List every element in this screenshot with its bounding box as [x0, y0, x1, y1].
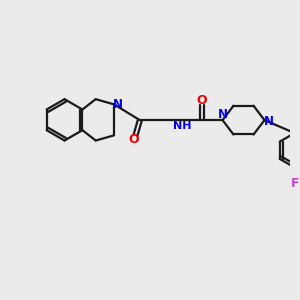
Text: F: F [290, 177, 299, 190]
Text: NH: NH [172, 122, 191, 131]
Text: N: N [263, 115, 274, 128]
Text: N: N [218, 109, 228, 122]
Text: O: O [128, 134, 139, 146]
Text: N: N [113, 98, 123, 111]
Text: O: O [196, 94, 207, 106]
